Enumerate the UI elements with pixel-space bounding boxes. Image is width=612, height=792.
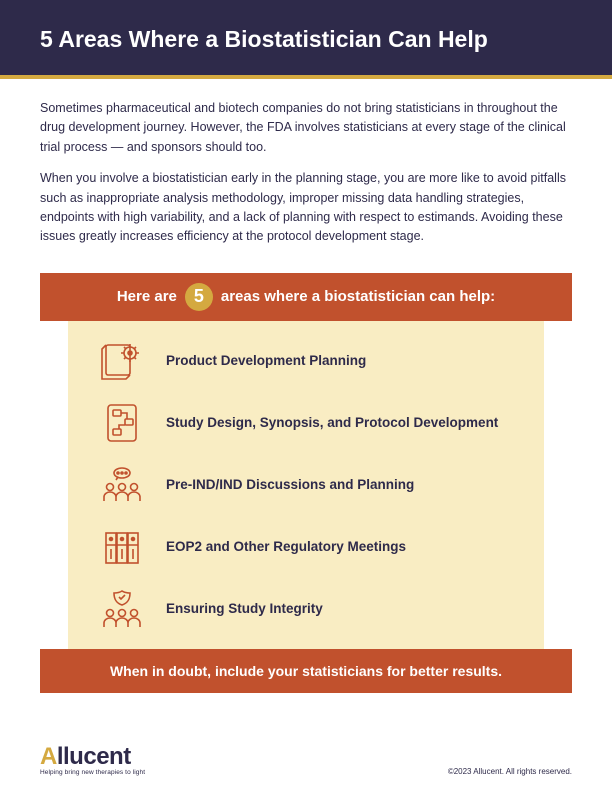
flowchart-icon [98,401,146,445]
meeting-icon [98,463,146,507]
binders-icon [98,525,146,569]
items-list: Product Development Planning Study Desig… [68,321,544,649]
banner-number: 5 [185,283,213,311]
list-item: EOP2 and Other Regulatory Meetings [98,525,514,569]
list-item: Ensuring Study Integrity [98,587,514,631]
banner-post: areas where a biostatistician can help: [221,288,495,305]
logo-tagline: Helping bring new therapies to light [40,769,145,776]
footer-banner: When in doubt, include your statistician… [40,649,572,693]
item-label: Product Development Planning [166,352,366,370]
page-title: 5 Areas Where a Biostatistician Can Help [40,26,572,53]
intro-p1: Sometimes pharmaceutical and biotech com… [40,99,572,157]
list-item: Product Development Planning [98,339,514,383]
copyright: ©2023 Allucent. All rights reserved. [448,767,572,776]
intro-p2: When you involve a biostatistician early… [40,169,572,247]
top-banner: Here are 5 areas where a biostatistician… [40,273,572,321]
item-label: Pre-IND/IND Discussions and Planning [166,476,414,494]
banner-pre: Here are [117,288,177,305]
item-label: Ensuring Study Integrity [166,600,323,618]
page-footer: Allucent Helping bring new therapies to … [40,743,572,776]
gear-doc-icon [98,339,146,383]
intro-section: Sometimes pharmaceutical and biotech com… [0,79,612,273]
list-item: Pre-IND/IND Discussions and Planning [98,463,514,507]
integrity-icon [98,587,146,631]
list-item: Study Design, Synopsis, and Protocol Dev… [98,401,514,445]
item-label: EOP2 and Other Regulatory Meetings [166,538,406,556]
item-label: Study Design, Synopsis, and Protocol Dev… [166,414,498,432]
logo-text: Allucent [40,743,145,771]
header-bar: 5 Areas Where a Biostatistician Can Help [0,0,612,75]
logo: Allucent Helping bring new therapies to … [40,743,145,776]
